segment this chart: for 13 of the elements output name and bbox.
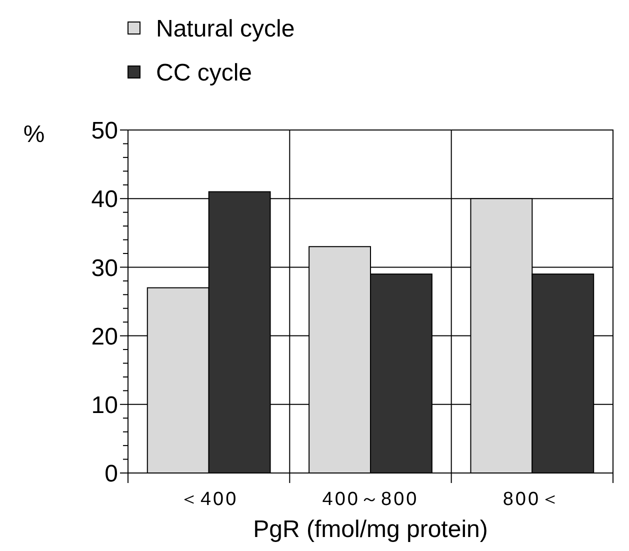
y-tick-label: 40 bbox=[91, 186, 118, 214]
y-tick-label: 0 bbox=[104, 460, 118, 488]
x-tick-label: 400～800 bbox=[322, 489, 419, 510]
y-tick-label: 10 bbox=[91, 392, 118, 420]
x-tick-label: 800＜ bbox=[502, 489, 562, 510]
legend-label: CC cycle bbox=[156, 60, 252, 87]
y-tick-label: 30 bbox=[91, 254, 118, 282]
x-axis-title: PgR (fmol/mg protein) bbox=[253, 516, 488, 543]
legend-label: Natural cycle bbox=[156, 16, 295, 43]
x-tick-label: ＜400 bbox=[179, 489, 238, 510]
y-axis-title: % bbox=[23, 121, 45, 148]
y-tick-label: 20 bbox=[91, 323, 118, 350]
y-tick-label: 50 bbox=[91, 118, 118, 145]
